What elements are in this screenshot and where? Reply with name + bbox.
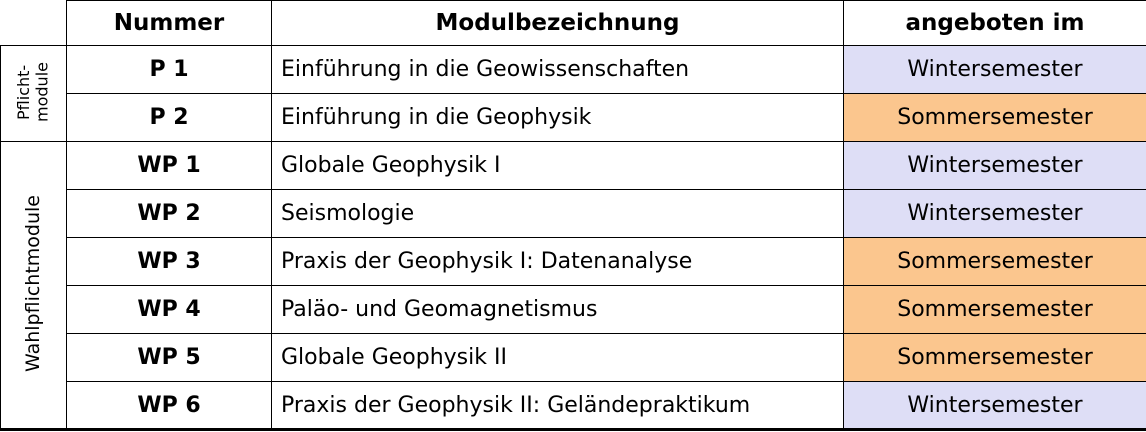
module-number: WP 4: [66, 285, 272, 334]
module-number: WP 2: [66, 189, 272, 238]
semester-cell: Wintersemester: [843, 189, 1146, 238]
semester-cell: Sommersemester: [843, 237, 1146, 286]
group-label-pflichtmodule: Pflicht- module: [0, 45, 67, 142]
module-name: Globale Geophysik II: [271, 333, 844, 382]
column-header-angeboten-im: angeboten im: [843, 0, 1146, 46]
table-row: Wahlpflichtmodule WP 1 Globale Geophysik…: [0, 141, 1146, 430]
module-name: Praxis der Geophysik II: Geländepraktiku…: [271, 381, 844, 430]
column-header-modulbezeichnung: Modulbezeichnung: [271, 0, 844, 46]
table-row: Pflicht- module P 1 Einführung in die Ge…: [0, 45, 1146, 142]
module-number: WP 5: [66, 333, 272, 382]
group-label-text: Pflicht- module: [14, 61, 52, 122]
semester-cell: Sommersemester: [843, 93, 1146, 142]
table-row: WP 2 Seismologie Wintersemester: [1, 189, 1146, 238]
module-name: Einführung in die Geophysik: [271, 93, 844, 142]
module-number: P 2: [66, 93, 272, 142]
semester-cell: Sommersemester: [843, 333, 1146, 382]
module-name: Praxis der Geophysik I: Datenanalyse: [271, 237, 844, 286]
table-row: WP 3 Praxis der Geophysik I: Datenanalys…: [1, 237, 1146, 286]
table-row: WP 4 Paläo- und Geomagnetismus Sommersem…: [1, 285, 1146, 334]
corner-cell: [0, 0, 67, 46]
module-number: WP 1: [66, 141, 272, 190]
semester-cell: Wintersemester: [843, 141, 1146, 190]
module-number: P 1: [66, 45, 272, 94]
header-row: Nummer Modulbezeichnung angeboten im: [0, 0, 1146, 46]
semester-cell: Sommersemester: [843, 285, 1146, 334]
group-label-text: Wahlpflichtmodule: [21, 194, 44, 372]
module-name: Seismologie: [271, 189, 844, 238]
module-name: Einführung in die Geowissenschaften: [271, 45, 844, 94]
group-label-wahlpflichtmodule: Wahlpflichtmodule: [0, 141, 67, 430]
semester-cell: Wintersemester: [843, 381, 1146, 430]
table-row: WP 5 Globale Geophysik II Sommersemester: [1, 333, 1146, 382]
column-header-nummer: Nummer: [66, 0, 272, 46]
module-name: Paläo- und Geomagnetismus: [271, 285, 844, 334]
module-name: Globale Geophysik I: [271, 141, 844, 190]
table-row: WP 6 Praxis der Geophysik II: Geländepra…: [1, 381, 1146, 430]
module-number: WP 3: [66, 237, 272, 286]
semester-cell: Wintersemester: [843, 45, 1146, 94]
module-number: WP 6: [66, 381, 272, 430]
table-row: P 2 Einführung in die Geophysik Sommerse…: [1, 93, 1146, 142]
